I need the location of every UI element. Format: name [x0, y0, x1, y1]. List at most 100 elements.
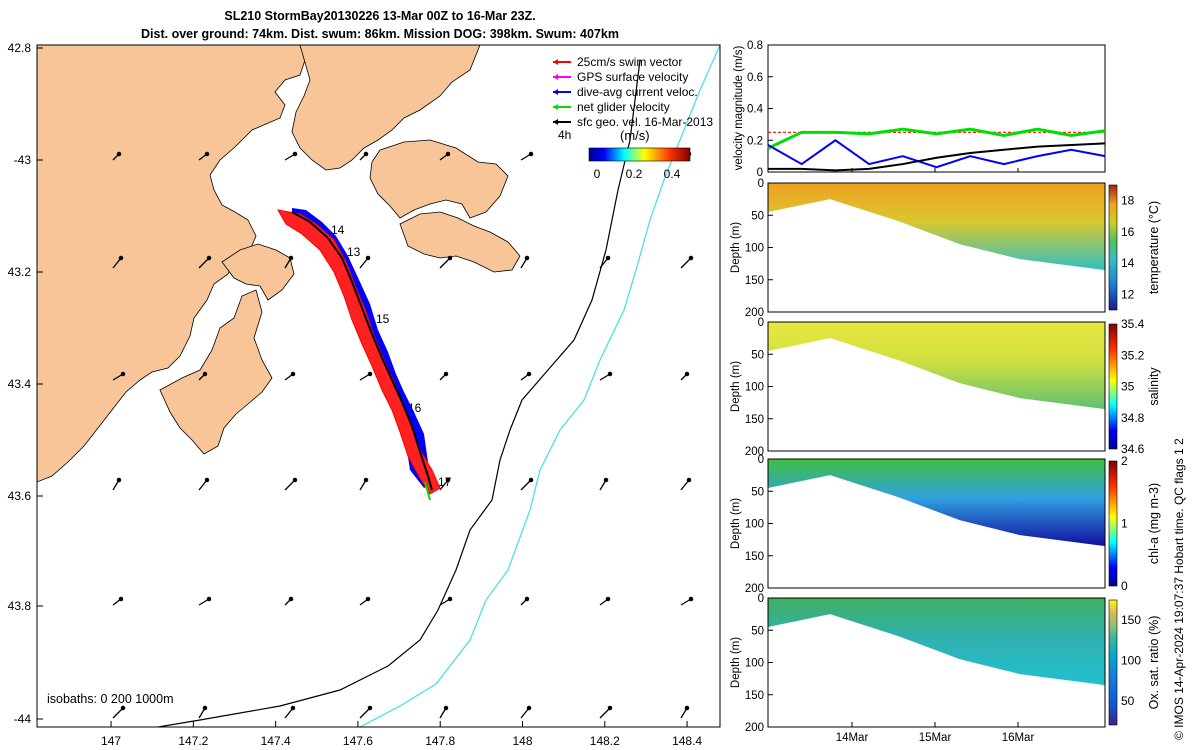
section-ytick-label: 200: [745, 722, 764, 734]
map-ytick-label: 43.4: [8, 377, 32, 391]
geo-arrow-head: [447, 255, 453, 261]
geo-arrow-head: [292, 151, 298, 157]
net-velocity-track: [424, 481, 431, 501]
geo-arrow-head: [605, 596, 611, 602]
geo-arrow-head: [288, 255, 294, 261]
colorbar-tick-label: 35: [1121, 380, 1135, 394]
credit-text: © IMOS 14-Apr-2024 19:07:37 Hobart time.…: [1172, 438, 1186, 740]
velocity-panel: 0 0.2 0.4 0.6 0.8 velocity magnitude (m/s): [733, 40, 1106, 179]
geo-arrow-head: [528, 477, 534, 483]
geo-arrow-head: [202, 705, 208, 711]
section-panel: 0 50 100 150 200 Depth (m) 50 100 150 Ox. sat. ra…: [730, 593, 1161, 744]
velocity-ytick-label: 0.6: [747, 72, 763, 84]
geo-arrow-head: [116, 477, 122, 483]
track-label-16: 16: [408, 401, 422, 415]
land-east: [369, 139, 509, 219]
colorbar-tick-label: 100: [1121, 653, 1141, 667]
legend-label: 25cm/s swim vector: [577, 55, 682, 69]
section-ytick-label: 200: [745, 446, 764, 458]
gps-track: [291, 211, 433, 491]
geo-arrow-head: [292, 477, 298, 483]
land-east-2: [399, 211, 521, 273]
section-panel: 0 50 100 150 200 Depth (m) 12 14 16 18 temperature…: [730, 178, 1161, 319]
section-ytick-label: 50: [751, 625, 764, 637]
track-label-14: 14: [331, 223, 345, 237]
geo-arrow-head: [290, 705, 296, 711]
section-ytick-label: 0: [758, 454, 764, 466]
geo-arrow-head: [206, 255, 212, 261]
geo-arrow-head: [363, 477, 369, 483]
colorbar-label: Ox. sat. ratio (%): [1147, 616, 1161, 710]
geo-arrow-head: [688, 255, 694, 261]
section-ytick-label: 100: [745, 658, 764, 670]
colorbar-tick-label: 35.2: [1121, 348, 1145, 362]
land-tasman: [221, 243, 295, 301]
section-data: [768, 598, 1105, 686]
geo-arrow-head: [116, 151, 122, 157]
geo-arrow-head: [363, 151, 369, 157]
speed-colorbar: 4h (m/s) 0 0.2 0.4: [558, 128, 691, 181]
geo-arrow-head: [120, 371, 126, 377]
map-x-axis: 147 147.2 147.4 147.6 147.8 148 148.2 148.4: [101, 721, 702, 748]
geo-arrow-head: [290, 371, 296, 377]
section-ytick-label: 150: [745, 275, 764, 287]
map-xtick-label: 147.6: [343, 734, 373, 748]
section-colorbar: [1108, 599, 1118, 726]
geo-arrow-head: [443, 371, 449, 377]
land-peninsula: [159, 289, 273, 455]
geo-arrow-head: [204, 477, 210, 483]
land: [37, 45, 521, 483]
track-label-17: 17: [438, 475, 452, 489]
legend-label: GPS surface velocity: [577, 70, 688, 84]
section-colorbar: [1108, 323, 1118, 450]
velocity-series-line: [767, 127, 1106, 150]
geo-arrow: [439, 257, 451, 269]
map-xtick-label: 147: [101, 734, 121, 748]
geo-arrow-head: [118, 596, 124, 602]
section-ytick-label: 100: [745, 382, 764, 394]
map-xtick-label: 147.8: [425, 734, 455, 748]
section-ytick-label: 0: [758, 317, 764, 329]
geo-arrow-head: [684, 705, 690, 711]
section-data: [768, 183, 1105, 271]
section-xtick-label: 16Mar: [1002, 732, 1035, 744]
isobath-1000: [359, 45, 720, 727]
section-panel: 0 50 100 150 200 Depth (m) 34.6 34.8 35 35.2 35.4 s…: [730, 317, 1161, 458]
section-colorbar: [1108, 184, 1118, 311]
section-ytick-label: 100: [745, 519, 764, 531]
geo-arrow-head: [365, 596, 371, 602]
section-ytick-label: 0: [758, 593, 764, 605]
legend-arrowhead: [553, 119, 558, 125]
map-xtick-label: 148.2: [590, 734, 620, 748]
colorbar-label: temperature (°C): [1147, 201, 1161, 294]
geo-arrow-head: [365, 255, 371, 261]
map-xtick-label: 148.4: [672, 734, 702, 748]
legend-arrowhead: [553, 89, 558, 95]
velocity-ytick-label: 0: [757, 167, 763, 179]
colorbar-label: chl-a (mg m-3): [1147, 483, 1161, 564]
section-ytick-label: 0: [758, 178, 764, 190]
colorbar-tick-label: 14: [1121, 256, 1135, 270]
geo-arrow-head: [603, 477, 609, 483]
map-ytick-label: -44: [14, 712, 32, 726]
legend-arrowhead: [553, 59, 558, 65]
legend-label: net glider velocity: [577, 100, 670, 114]
geo-arrow: [599, 707, 611, 719]
colorbar-label: (m/s): [620, 128, 650, 143]
land-north: [291, 45, 481, 171]
section-ytick-label: 150: [745, 551, 764, 563]
geo-arrow-head: [367, 371, 373, 377]
velocity-series-line: [767, 139, 1106, 169]
map-xtick-label: 147.2: [178, 734, 208, 748]
colorbar-tick-label: 1: [1121, 517, 1128, 531]
colorbar-label: salinity: [1147, 367, 1161, 406]
map-ytick-label: 43.6: [8, 489, 32, 503]
legend-arrowhead: [553, 104, 558, 110]
colorbar-note: 4h: [558, 128, 571, 142]
geo-arrow-head: [684, 371, 690, 377]
map-frame: [36, 44, 721, 728]
map-ytick-label: 42.8: [8, 41, 32, 55]
section-ytick-label: 150: [745, 414, 764, 426]
